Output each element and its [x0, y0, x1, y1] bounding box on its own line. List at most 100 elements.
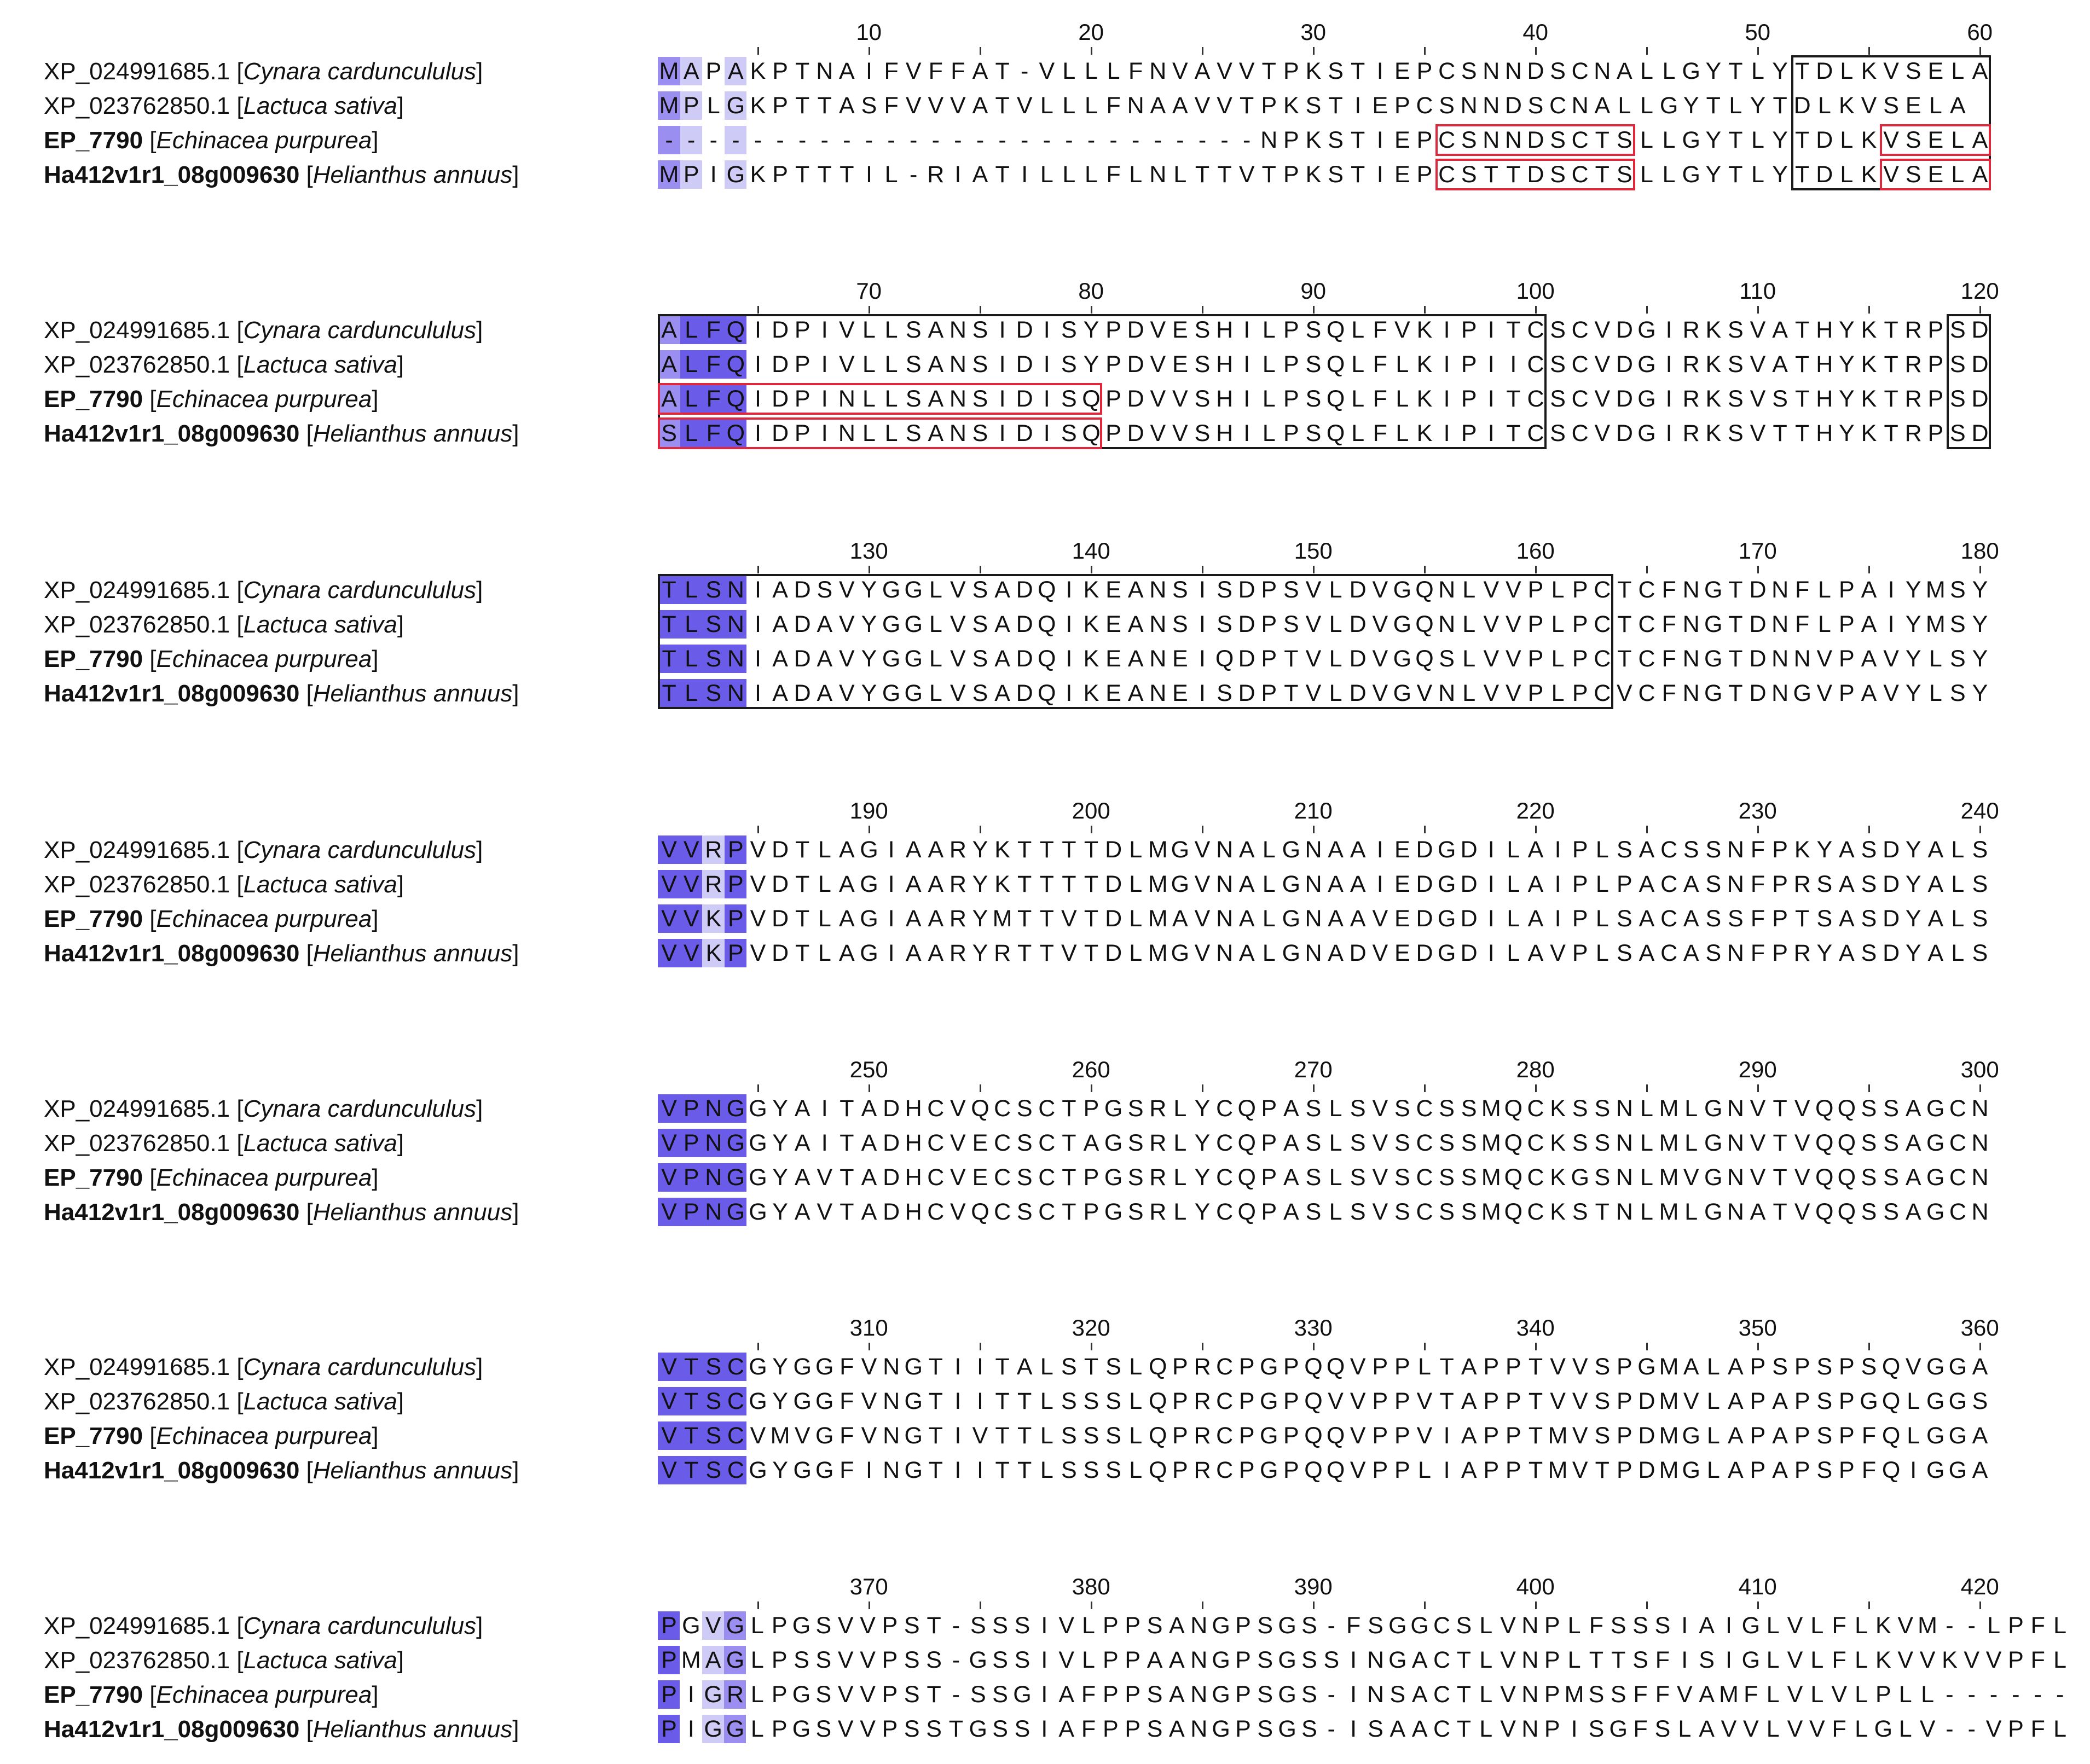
- residue: P: [1568, 835, 1591, 864]
- residue: T: [1080, 835, 1103, 864]
- residue: S: [1902, 57, 1925, 85]
- sequence-id: XP_024991685.1: [44, 837, 230, 863]
- residue: G: [1924, 1456, 1947, 1484]
- residue: R: [1680, 385, 1703, 413]
- residue: Q: [1835, 1163, 1858, 1192]
- residue: C: [1413, 1094, 1436, 1123]
- residue: C: [724, 1353, 747, 1381]
- residue: N: [1969, 1094, 1991, 1123]
- position-number: 190: [849, 798, 888, 823]
- residue: V: [858, 1421, 881, 1450]
- residue: V: [946, 1129, 969, 1157]
- residue: K: [1547, 1163, 1570, 1192]
- residue: V: [1805, 1715, 1828, 1743]
- residue: H: [1813, 419, 1836, 448]
- residue: V: [1346, 1387, 1369, 1415]
- residue: P: [1457, 385, 1480, 413]
- position-tick: [1535, 306, 1537, 314]
- bracket-close: ]: [372, 127, 379, 154]
- residue: R: [1191, 1387, 1214, 1415]
- residue: F: [1746, 939, 1769, 967]
- residue: T: [1035, 835, 1058, 864]
- position-number: 220: [1516, 798, 1555, 823]
- residue: L: [746, 1646, 769, 1674]
- residue: P: [1231, 1646, 1254, 1674]
- residue: Q: [1302, 1456, 1325, 1484]
- residue: A: [1324, 904, 1347, 933]
- residue: Y: [1969, 610, 1991, 639]
- residue: L: [1946, 904, 1969, 933]
- residue: P: [1235, 1353, 1258, 1381]
- residue: S: [969, 610, 992, 639]
- residue: S: [1568, 1129, 1591, 1157]
- residue: V: [1497, 1680, 1519, 1709]
- residue: K: [702, 939, 725, 967]
- residue: A: [858, 1129, 881, 1157]
- residue: C: [1213, 1163, 1236, 1192]
- residue: G: [1276, 1715, 1299, 1743]
- residue: F: [1658, 610, 1681, 639]
- residue: S: [1191, 385, 1214, 413]
- residue: K: [1857, 126, 1880, 154]
- residue: K: [1413, 350, 1436, 379]
- residue: Q: [1413, 610, 1436, 639]
- residue: H: [1213, 350, 1236, 379]
- residue: L: [858, 419, 881, 448]
- residue: G: [1946, 1387, 1969, 1415]
- residue: L: [1924, 91, 1947, 120]
- position-number: 170: [1738, 538, 1777, 564]
- residue: G: [1702, 1198, 1725, 1226]
- residue: M: [680, 1646, 703, 1674]
- residue: P: [1568, 610, 1591, 639]
- residue: Y: [769, 1094, 792, 1123]
- residue: N: [1147, 160, 1170, 189]
- residue: M: [1480, 1094, 1503, 1123]
- residue: G: [1168, 870, 1191, 898]
- position-number: 80: [1078, 278, 1104, 304]
- residue: Q: [1080, 385, 1103, 413]
- position-tick: [1868, 306, 1870, 314]
- residue: I: [746, 679, 769, 707]
- position-tick: [979, 1084, 981, 1092]
- residue: L: [1635, 1129, 1658, 1157]
- residue: S: [812, 1680, 835, 1709]
- residue: D: [1013, 645, 1036, 673]
- species-name: Cynara carduncululus: [243, 58, 477, 85]
- residue: V: [658, 1456, 681, 1484]
- residue: F: [1791, 576, 1814, 604]
- residue: L: [1474, 1680, 1497, 1709]
- residue: L: [1258, 419, 1281, 448]
- residue: G: [1258, 1353, 1281, 1381]
- residue: V: [1717, 1715, 1740, 1743]
- residue: V: [813, 1163, 836, 1192]
- residue: H: [1813, 350, 1836, 379]
- residue: P: [1746, 1456, 1769, 1484]
- residue: Y: [858, 610, 881, 639]
- residue: F: [1369, 316, 1392, 344]
- residue: A: [1924, 835, 1947, 864]
- residue: D: [1813, 126, 1836, 154]
- residue: S: [1880, 91, 1903, 120]
- residue: V: [1568, 1353, 1591, 1381]
- residue: I: [946, 1456, 969, 1484]
- residue: L: [1916, 1680, 1939, 1709]
- residue: S: [1769, 385, 1792, 413]
- residue: S: [1591, 1421, 1614, 1450]
- residue: P: [1280, 1421, 1302, 1450]
- residue: G: [1946, 1456, 1969, 1484]
- residue: E: [1924, 160, 1947, 189]
- residue: T: [1191, 160, 1214, 189]
- residue: T: [924, 1387, 947, 1415]
- residue: -: [1938, 1715, 1961, 1743]
- residue: T: [1502, 419, 1525, 448]
- bracket-close: ]: [397, 1647, 404, 1674]
- residue: G: [880, 610, 903, 639]
- residue: T: [1057, 870, 1080, 898]
- residue: L: [1835, 57, 1858, 85]
- residue: L: [1762, 1715, 1785, 1743]
- residue: Y: [858, 576, 881, 604]
- residue: A: [1457, 1421, 1480, 1450]
- bracket-open: [: [299, 680, 313, 707]
- residue: F: [2027, 1715, 2050, 1743]
- sequence-label: XP_023762850.1 [Lactuca sativa]: [44, 353, 404, 377]
